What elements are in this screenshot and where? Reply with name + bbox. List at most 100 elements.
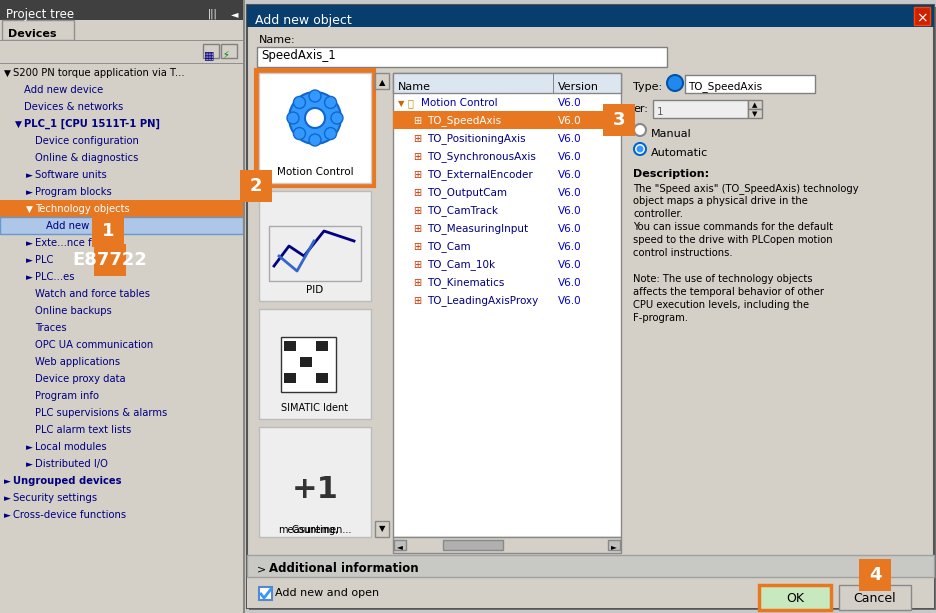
- Text: Local modules: Local modules: [35, 442, 107, 452]
- Text: Distributed I/O: Distributed I/O: [35, 459, 108, 469]
- Text: V6.0: V6.0: [558, 242, 581, 252]
- Bar: [281, 337, 336, 392]
- Text: ►: ►: [4, 511, 11, 520]
- Text: ►: ►: [611, 543, 617, 552]
- Circle shape: [667, 75, 683, 91]
- Bar: [608, 540, 620, 550]
- Text: Watch and force tables: Watch and force tables: [35, 289, 150, 299]
- Text: ►: ►: [26, 171, 33, 180]
- Text: ▲: ▲: [379, 78, 386, 88]
- Text: ►: ►: [26, 188, 33, 197]
- Text: speed to the drive with PLCopen motion: speed to the drive with PLCopen motion: [633, 235, 833, 245]
- Text: PLC: PLC: [35, 255, 53, 265]
- Text: object maps a physical drive in the: object maps a physical drive in the: [633, 196, 808, 206]
- Bar: [393, 537, 621, 553]
- Bar: [443, 540, 503, 550]
- Circle shape: [294, 96, 305, 109]
- Bar: [259, 73, 371, 183]
- Bar: [394, 540, 406, 550]
- Text: Traces: Traces: [35, 323, 66, 333]
- Text: SIMATIC Ident: SIMATIC Ident: [282, 403, 348, 413]
- Text: 1: 1: [102, 222, 114, 240]
- Bar: [243, 0, 245, 613]
- Text: ◄: ◄: [231, 9, 239, 19]
- Bar: [247, 5, 934, 27]
- Bar: [259, 587, 272, 600]
- Circle shape: [309, 90, 321, 102]
- Bar: [284, 373, 296, 383]
- Text: V6.0: V6.0: [558, 296, 581, 306]
- Text: ▼: ▼: [4, 69, 11, 78]
- Bar: [0, 40, 243, 41]
- Text: TO_SpeedAxis: TO_SpeedAxis: [427, 115, 501, 126]
- Bar: [748, 109, 762, 118]
- Text: TO_MeasuringInput: TO_MeasuringInput: [427, 223, 528, 234]
- Text: Counting,: Counting,: [291, 525, 339, 535]
- Text: F-program.: F-program.: [633, 313, 688, 323]
- Text: V6.0: V6.0: [558, 206, 581, 216]
- Text: ▼: ▼: [26, 205, 33, 214]
- Text: ⊞: ⊞: [413, 278, 421, 288]
- Bar: [259, 309, 371, 419]
- Text: Description:: Description:: [633, 169, 709, 179]
- Circle shape: [325, 96, 337, 109]
- Text: Exte...nce files: Exte...nce files: [35, 238, 109, 248]
- Bar: [859, 559, 891, 591]
- Text: Security settings: Security settings: [13, 493, 97, 503]
- Bar: [247, 555, 934, 577]
- Text: Devices & networks: Devices & networks: [24, 102, 124, 112]
- Bar: [240, 170, 272, 202]
- Bar: [375, 73, 389, 89]
- Text: measuremen...: measuremen...: [278, 525, 352, 535]
- Bar: [316, 341, 328, 351]
- Text: Ungrouped devices: Ungrouped devices: [13, 476, 122, 486]
- Text: PID: PID: [306, 285, 324, 295]
- Text: 4: 4: [869, 566, 882, 584]
- Text: Manual: Manual: [651, 129, 692, 139]
- Text: Program info: Program info: [35, 391, 99, 401]
- Text: ▼: ▼: [15, 120, 22, 129]
- Text: OK: OK: [786, 593, 804, 606]
- Text: ▲: ▲: [753, 102, 757, 108]
- Bar: [653, 100, 748, 118]
- Text: Motion Control: Motion Control: [421, 98, 498, 108]
- Bar: [94, 244, 126, 276]
- Bar: [247, 577, 934, 608]
- Text: affects the temporal behavior of other: affects the temporal behavior of other: [633, 287, 824, 297]
- Bar: [0, 41, 243, 63]
- Text: Automatic: Automatic: [651, 148, 709, 158]
- Text: OPC UA communication: OPC UA communication: [35, 340, 154, 350]
- Text: Device proxy data: Device proxy data: [35, 374, 125, 384]
- Text: ⊞: ⊞: [413, 242, 421, 252]
- Text: Web applications: Web applications: [35, 357, 120, 367]
- Text: ⚡: ⚡: [222, 50, 229, 60]
- Circle shape: [636, 145, 644, 153]
- Text: Note: The use of technology objects: Note: The use of technology objects: [633, 274, 812, 284]
- Text: Type:: Type:: [633, 82, 662, 92]
- Text: ►: ►: [26, 256, 33, 265]
- Text: er:: er:: [633, 104, 648, 114]
- Text: Cross-device functions: Cross-device functions: [13, 510, 126, 520]
- Bar: [259, 427, 371, 537]
- Text: +1: +1: [291, 474, 339, 503]
- Bar: [0, 0, 243, 20]
- Text: Motion Control: Motion Control: [277, 167, 353, 177]
- Bar: [685, 75, 815, 93]
- Text: TO_SpeedAxis: TO_SpeedAxis: [688, 82, 762, 93]
- Text: ⊞: ⊞: [413, 134, 421, 144]
- Bar: [247, 5, 934, 608]
- Bar: [0, 217, 243, 234]
- Text: V6.0: V6.0: [558, 170, 581, 180]
- Bar: [249, 7, 936, 610]
- Text: TO_CamTrack: TO_CamTrack: [427, 205, 498, 216]
- Bar: [393, 111, 621, 129]
- Text: TO_ExternalEncoder: TO_ExternalEncoder: [427, 169, 533, 180]
- Bar: [0, 0, 243, 613]
- Text: TO_Cam_10k: TO_Cam_10k: [427, 259, 495, 270]
- Text: Software units: Software units: [35, 170, 107, 180]
- Text: V6.0: V6.0: [558, 278, 581, 288]
- Text: V6.0: V6.0: [558, 116, 581, 126]
- Bar: [839, 585, 911, 610]
- Text: Devices: Devices: [8, 29, 56, 39]
- Circle shape: [305, 108, 325, 128]
